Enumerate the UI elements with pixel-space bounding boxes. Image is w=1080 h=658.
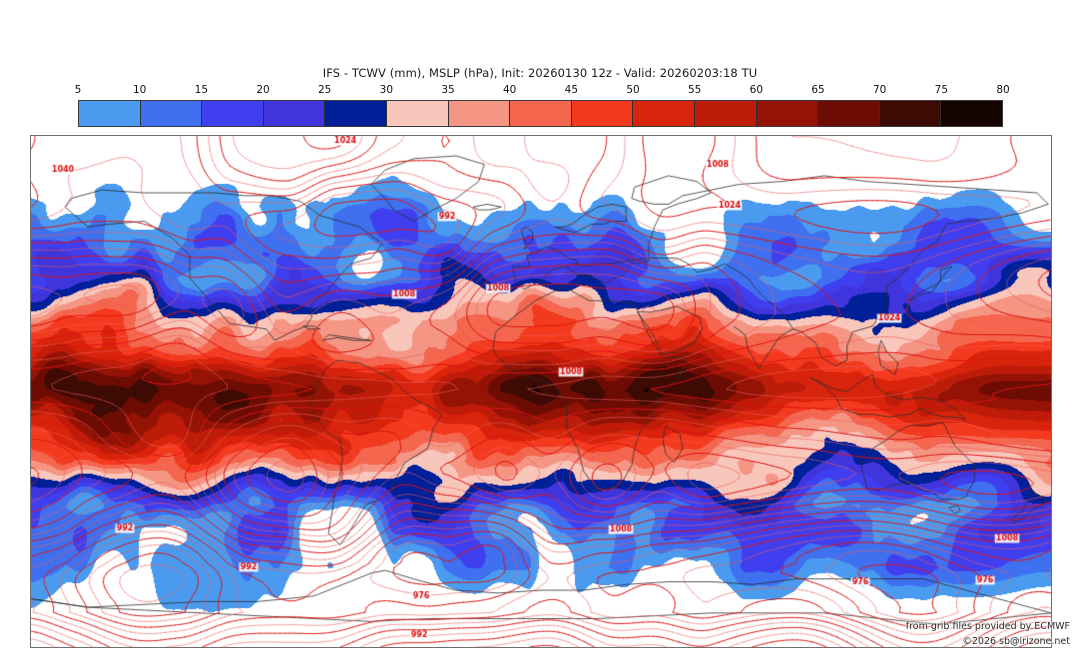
colorbar-tick-40: 40 <box>502 84 517 96</box>
colorbar: 5 10 15 20 25 30 35 40 45 50 55 60 65 70 75 80 <box>74 84 1010 127</box>
colorbar-tick-60: 60 <box>749 84 764 96</box>
colorbar-tick-25: 25 <box>317 84 332 96</box>
colorbar-tick-75: 75 <box>934 84 949 96</box>
colorbar-band-55-60 <box>694 101 757 126</box>
colorbar-band-40-45 <box>510 101 572 126</box>
colorbar-tick-30: 30 <box>379 84 394 96</box>
colorbar-band-45-50 <box>571 101 634 126</box>
colorbar-tick-80: 80 <box>996 84 1010 96</box>
colorbar-tick-10: 10 <box>132 84 147 96</box>
colorbar-band-5-10 <box>79 101 141 126</box>
colorbar-band-10-15 <box>140 101 203 126</box>
colorbar-band-60-65 <box>756 101 819 126</box>
colorbar-tick-35: 35 <box>441 84 455 96</box>
colorbar-band-70-75 <box>879 101 942 126</box>
map-panel[interactable] <box>30 135 1052 648</box>
colorbar-tick-labels: 5 10 15 20 25 30 35 40 45 50 55 60 65 70 75 80 <box>74 84 1010 98</box>
colorbar-band-20-25 <box>263 101 326 126</box>
colorbar-band-15-20 <box>202 101 264 126</box>
colorbar-tick-70: 70 <box>872 84 887 96</box>
colorbar-gradient <box>78 100 1003 127</box>
colorbar-tick-5: 5 <box>74 84 82 96</box>
colorbar-tick-65: 65 <box>811 84 825 96</box>
colorbar-tick-50: 50 <box>626 84 640 96</box>
credit-copyright: ©2026 sb@irizone.net <box>962 636 1070 647</box>
colorbar-band-25-30 <box>325 101 387 126</box>
credit-source: from grib files provided by ECMWF <box>905 621 1070 632</box>
colorbar-band-65-70 <box>818 101 880 126</box>
colorbar-band-75-80 <box>941 101 1002 126</box>
colorbar-band-35-40 <box>448 101 511 126</box>
colorbar-tick-45: 45 <box>564 84 579 96</box>
colorbar-band-30-35 <box>386 101 449 126</box>
map-canvas[interactable] <box>31 136 1051 647</box>
colorbar-band-50-55 <box>633 101 695 126</box>
page-title: IFS - TCWV (mm), MSLP (hPa), Init: 20260… <box>322 66 758 80</box>
colorbar-tick-55: 55 <box>687 84 702 96</box>
colorbar-tick-15: 15 <box>194 84 209 96</box>
colorbar-tick-20: 20 <box>256 84 270 96</box>
